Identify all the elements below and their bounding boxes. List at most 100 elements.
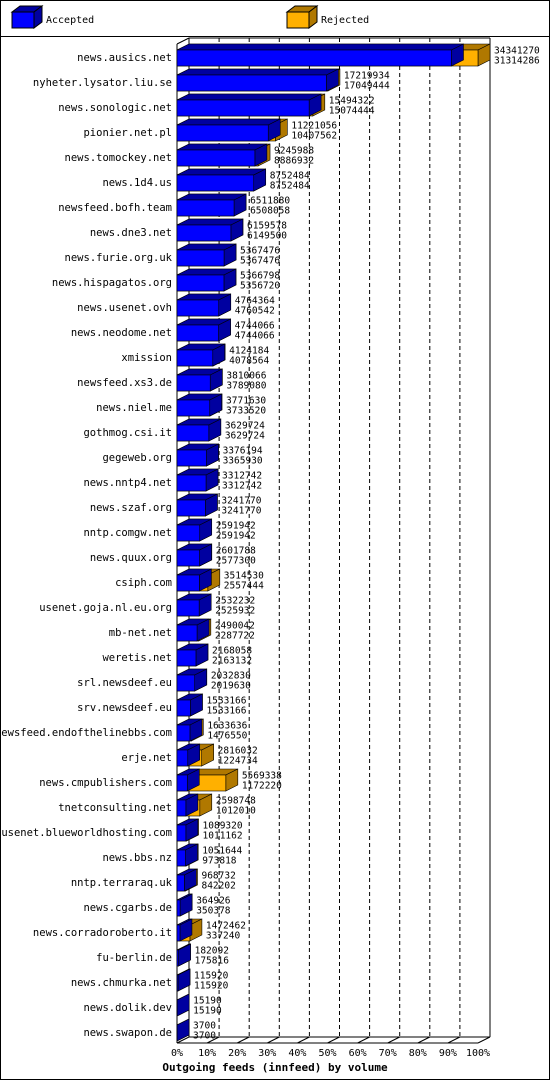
value-label: 4760542 <box>235 306 275 317</box>
category-label: news.1d4.us <box>102 177 172 189</box>
bar-front <box>176 649 197 667</box>
bar <box>176 193 247 217</box>
value-label: 2598748 <box>216 796 256 807</box>
value-label: 6159578 <box>247 221 287 232</box>
bar <box>176 393 223 417</box>
value-label: 1633636 <box>207 721 247 732</box>
bar-top <box>176 168 266 176</box>
value-label: 3365930 <box>223 456 263 467</box>
wall-top-edge <box>176 37 190 45</box>
bar-front <box>176 124 269 142</box>
bar-front <box>176 699 191 717</box>
value-label: 968732 <box>201 871 235 882</box>
value-label: 3241770 <box>221 506 261 517</box>
category-label: news.dolik.dev <box>83 1002 172 1014</box>
x-tick-label: 10% <box>198 1048 216 1059</box>
chart-title: Outgoing feeds (innfeed) by volume <box>162 1061 388 1074</box>
category-label: csiph.com <box>115 577 172 589</box>
bar <box>176 1018 190 1042</box>
value-label: 5367476 <box>240 246 280 257</box>
legend-swatch <box>286 11 310 29</box>
legend-label: Accepted <box>46 15 94 26</box>
value-label: 842202 <box>201 881 235 892</box>
bar <box>176 143 268 167</box>
bar-front <box>176 674 196 692</box>
x-tick-label: 40% <box>288 1048 306 1059</box>
bar <box>176 443 219 467</box>
tick-mark <box>297 1036 310 1044</box>
bar-front <box>176 874 185 892</box>
value-label: 3700 <box>193 1021 216 1032</box>
bar <box>176 893 193 917</box>
bar <box>176 718 203 742</box>
bar-top <box>176 118 281 126</box>
value-label: 1533166 <box>206 696 246 707</box>
category-label: news.bbs.nz <box>102 852 172 864</box>
bar <box>176 93 322 117</box>
value-label: 1089320 <box>203 821 243 832</box>
value-label: 175816 <box>195 956 230 967</box>
bar <box>176 768 200 792</box>
bar <box>176 668 208 692</box>
bar-front <box>176 49 452 67</box>
bar <box>176 293 232 317</box>
value-label: 4764364 <box>235 296 275 307</box>
tick-mark <box>477 1036 491 1044</box>
value-label: 337240 <box>206 931 241 942</box>
value-label: 5367476 <box>240 256 280 267</box>
bar-front <box>176 249 225 267</box>
bar <box>176 943 191 967</box>
category-label: newsfeed.xs3.de <box>77 377 172 389</box>
value-label: 6149500 <box>247 231 287 242</box>
bar-front <box>176 224 232 242</box>
value-label: 1172220 <box>242 781 282 792</box>
bar-front <box>176 899 181 917</box>
value-label: 2601788 <box>216 546 256 557</box>
bar-front <box>176 774 188 792</box>
bar <box>176 68 339 92</box>
bar-front <box>176 749 189 767</box>
value-label: 3789080 <box>226 381 266 392</box>
category-label: news.chmurka.net <box>71 977 172 989</box>
bar <box>176 818 199 842</box>
x-tick-label: 20% <box>228 1048 246 1059</box>
category-label: srv.newsdeef.eu <box>77 702 172 714</box>
value-label: 4124184 <box>229 346 269 357</box>
bar <box>176 468 219 492</box>
bar <box>176 593 212 617</box>
value-label: 3629724 <box>225 431 265 442</box>
value-label: 15190 <box>193 1006 222 1017</box>
value-label: 2816032 <box>218 746 258 757</box>
value-label: 3312742 <box>222 471 262 482</box>
bar-front <box>176 374 211 392</box>
category-label: erje.net <box>121 752 172 764</box>
bar <box>176 43 464 67</box>
value-label: 2032830 <box>211 671 251 682</box>
bar-front <box>176 99 310 117</box>
value-label: 34341270 <box>494 46 540 57</box>
category-label: xmission <box>121 352 172 364</box>
tick-mark <box>176 1036 190 1044</box>
value-label: 3733520 <box>226 406 266 417</box>
value-label: 115920 <box>194 981 229 992</box>
category-label: weretis.net <box>102 652 172 664</box>
value-label: 2532232 <box>215 596 255 607</box>
bar <box>176 543 212 567</box>
bar <box>176 918 193 942</box>
category-label: news.cgarbs.de <box>83 902 172 914</box>
bar-front <box>176 474 207 492</box>
category-label: news.neodome.net <box>71 327 172 339</box>
bar-front <box>176 574 200 592</box>
value-label: 3771630 <box>226 396 266 407</box>
bar-front <box>176 549 200 567</box>
category-label: news.tomockey.net <box>65 152 172 164</box>
value-label: 1051644 <box>202 846 242 857</box>
category-label: mb-net.net <box>109 627 172 639</box>
value-label: 1533166 <box>206 706 246 717</box>
bar-front <box>176 724 191 742</box>
legend-label: Rejected <box>321 15 369 26</box>
category-label: newsfeed.endofthelinebbs.com <box>0 727 172 739</box>
value-label: 1011162 <box>203 831 243 842</box>
value-label: 115920 <box>194 971 229 982</box>
